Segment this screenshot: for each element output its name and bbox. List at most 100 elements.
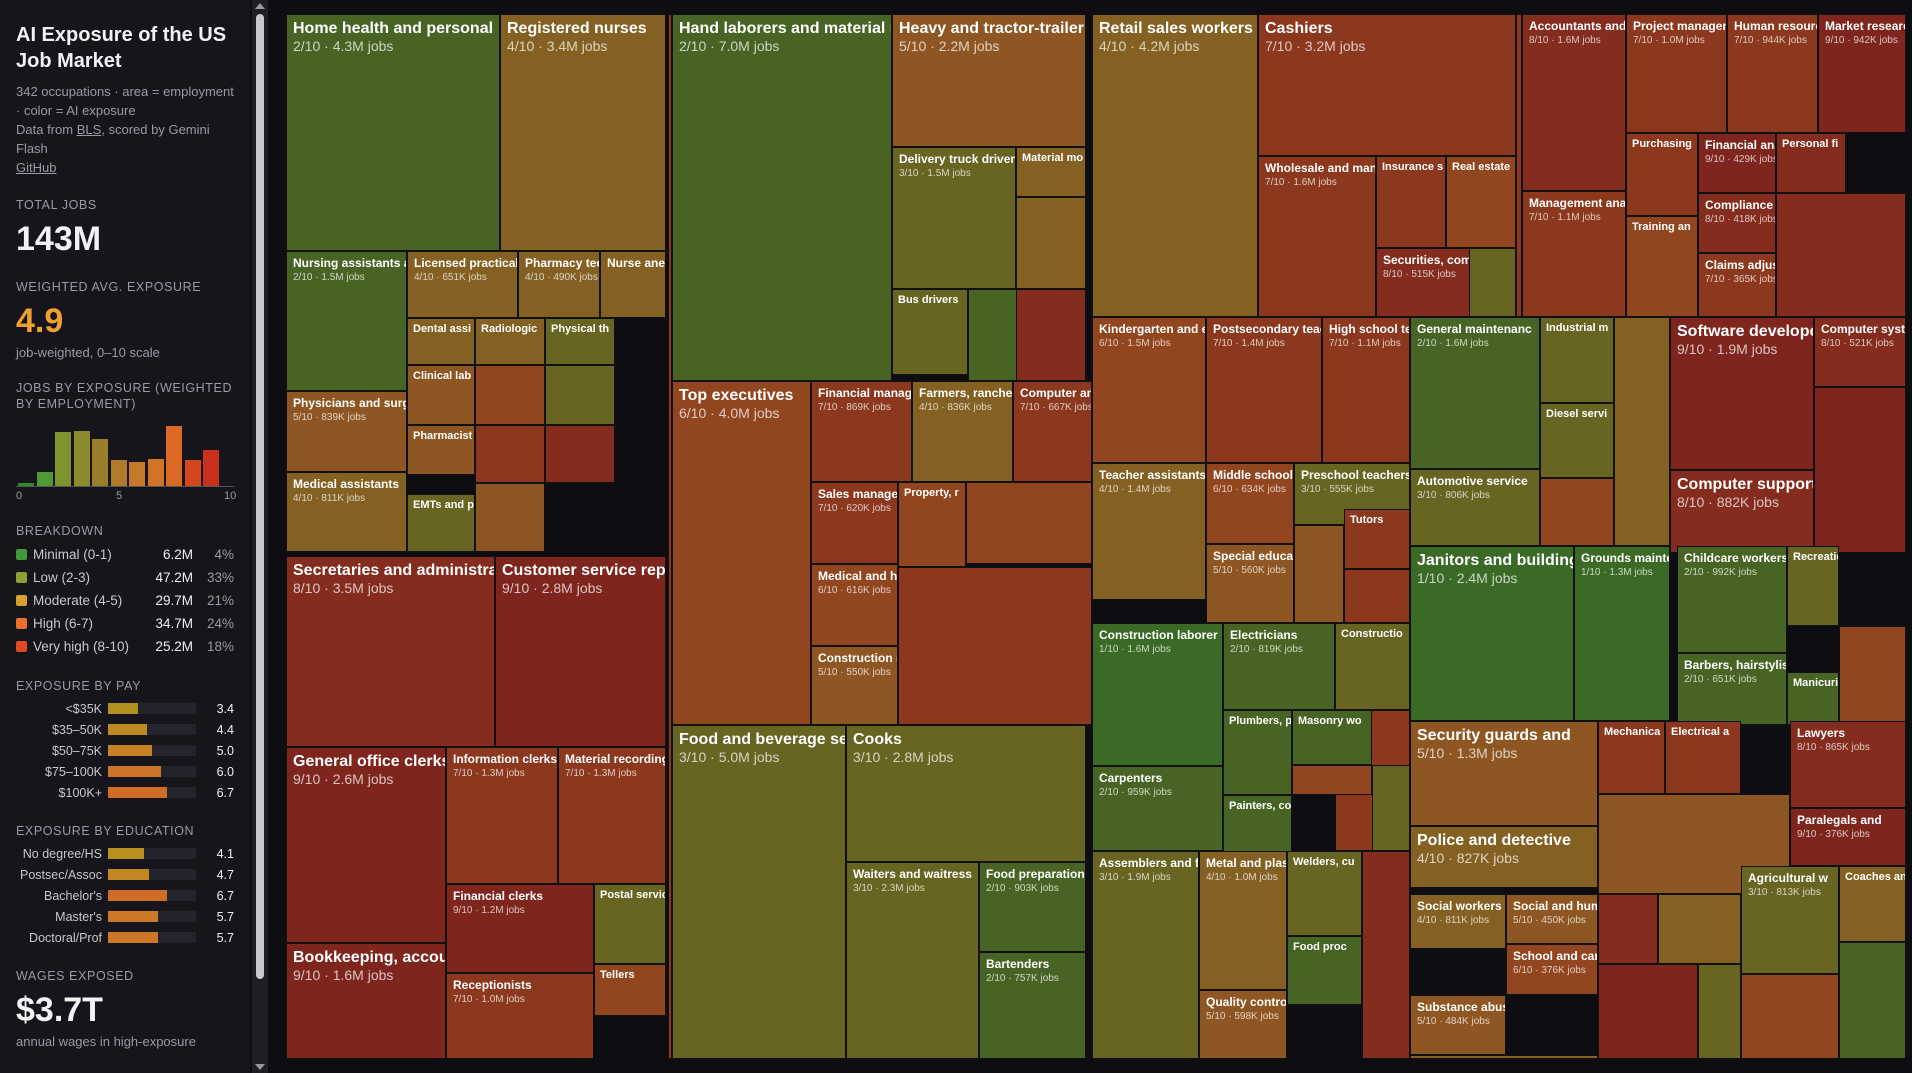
treemap-filler-cell[interactable] [1658, 894, 1741, 964]
treemap-filler-cell[interactable] [1362, 851, 1410, 1059]
treemap-tile[interactable]: General maintenanc 2/10 · 1.6M jobs [1410, 317, 1540, 469]
bls-link[interactable]: BLS [76, 122, 102, 137]
treemap-filler-cell[interactable] [1698, 964, 1741, 1059]
treemap-tile[interactable]: Computer syst 8/10 · 521K jobs [1814, 317, 1906, 387]
treemap-tile[interactable]: Waiters and waitress 3/10 · 2.3M jobs [846, 862, 979, 1059]
treemap-tile[interactable]: Home health and personal 2/10 · 4.3M jobs [286, 14, 500, 251]
treemap-tile[interactable]: Market research 9/10 · 942K jobs [1818, 14, 1906, 133]
treemap-filler-cell[interactable] [1814, 387, 1906, 553]
treemap-tile[interactable]: Recreation [1787, 546, 1839, 626]
treemap-tile[interactable]: Teacher assistants 4/10 · 1.4M jobs [1092, 463, 1206, 600]
treemap-tile[interactable]: Lawyers 8/10 · 865K jobs [1790, 721, 1906, 808]
treemap-filler-cell[interactable] [475, 425, 545, 483]
treemap-tile[interactable]: Compliance o 8/10 · 418K jobs [1698, 193, 1776, 253]
treemap-filler-cell[interactable] [475, 365, 545, 425]
treemap-filler-cell[interactable] [1294, 525, 1344, 623]
treemap-filler-cell[interactable] [1540, 478, 1614, 546]
treemap-tile[interactable]: Electricians 2/10 · 819K jobs [1223, 623, 1335, 710]
treemap-tile[interactable]: Hand laborers and material m 2/10 · 7.0M … [672, 14, 892, 381]
treemap-tile[interactable]: Purchasing [1626, 133, 1698, 216]
treemap-tile[interactable]: Project managem 7/10 · 1.0M jobs [1626, 14, 1727, 133]
treemap-filler-cell[interactable] [966, 482, 1092, 564]
treemap-filler-cell[interactable] [1372, 765, 1410, 851]
treemap-tile[interactable]: School and car 6/10 · 376K jobs [1506, 944, 1598, 995]
treemap-tile[interactable]: Industrial m [1540, 317, 1614, 403]
treemap-filler-cell[interactable] [1614, 317, 1670, 546]
treemap-filler-cell[interactable] [1598, 964, 1698, 1059]
treemap-tile[interactable]: Training an [1626, 216, 1698, 317]
treemap-tile[interactable]: Janitors and building 1/10 · 2.4M jobs [1410, 546, 1574, 721]
treemap-tile[interactable]: Cashiers 7/10 · 3.2M jobs [1258, 14, 1516, 156]
treemap-tile[interactable]: Agricultural w 3/10 · 813K jobs [1741, 866, 1839, 974]
treemap-tile[interactable]: Real estate [1446, 156, 1516, 248]
treemap-tile[interactable]: Customer service repr 9/10 · 2.8M jobs [495, 556, 666, 747]
treemap-tile[interactable]: Sales manager 7/10 · 620K jobs [811, 482, 898, 564]
treemap-tile[interactable]: Kindergarten and el 6/10 · 1.5M jobs [1092, 317, 1206, 463]
treemap-tile[interactable]: Metal and plas 4/10 · 1.0M jobs [1199, 851, 1287, 990]
treemap-filler-cell[interactable] [475, 483, 545, 552]
treemap-filler-cell[interactable] [1839, 626, 1906, 725]
treemap-tile[interactable]: Construction laborer 1/10 · 1.6M jobs [1092, 623, 1223, 766]
treemap-tile[interactable]: Physicians and surge 5/10 · 839K jobs [286, 391, 407, 472]
treemap-tile[interactable]: EMTs and p [407, 494, 475, 552]
treemap-tile[interactable]: Claims adjust 7/10 · 365K jobs [1698, 253, 1776, 317]
treemap-tile[interactable]: Registered nurses 4/10 · 3.4M jobs [500, 14, 666, 251]
treemap-tile[interactable]: Securities, comm 8/10 · 515K jobs [1376, 248, 1470, 317]
treemap-tile[interactable]: Food proc [1287, 936, 1362, 1005]
treemap-tile[interactable]: Tellers [594, 964, 666, 1016]
scroll-down-arrow-icon[interactable] [255, 1064, 265, 1070]
treemap-tile[interactable]: Security guards and 5/10 · 1.3M jobs [1410, 721, 1598, 826]
treemap-tile[interactable]: Middle school 6/10 · 634K jobs [1206, 463, 1294, 544]
treemap-tile[interactable]: Clinical lab [407, 365, 475, 425]
treemap-tile[interactable]: Tutors [1344, 509, 1410, 569]
treemap-tile[interactable]: Bus drivers [892, 289, 968, 375]
treemap-filler-cell[interactable] [1016, 289, 1086, 381]
treemap-tile[interactable]: Material mo [1016, 147, 1086, 197]
treemap-filler-cell[interactable] [1516, 14, 1522, 317]
treemap-tile[interactable]: Nurse ane [600, 251, 666, 318]
treemap-tile[interactable]: Heavy and tractor-trailer 5/10 · 2.2M job… [892, 14, 1086, 147]
treemap-filler-cell[interactable] [1410, 1055, 1598, 1059]
treemap-tile[interactable]: Social workers 4/10 · 811K jobs [1410, 894, 1506, 949]
treemap-tile[interactable]: Manicurist [1787, 672, 1839, 725]
github-link[interactable]: GitHub [16, 160, 57, 175]
treemap-filler-cell[interactable] [898, 567, 1092, 725]
treemap-tile[interactable]: Plumbers, p [1223, 710, 1292, 795]
treemap-tile[interactable]: Substance abus 5/10 · 484K jobs [1410, 995, 1506, 1055]
treemap-tile[interactable]: Pharmacy tech 4/10 · 490K jobs [518, 251, 600, 318]
treemap-tile[interactable]: Special educat 5/10 · 560K jobs [1206, 544, 1294, 623]
treemap-tile[interactable]: Financial clerks 9/10 · 1.2M jobs [446, 884, 594, 973]
treemap-tile[interactable]: Grounds mainte 1/10 · 1.3M jobs [1574, 546, 1670, 721]
treemap-tile[interactable]: Automotive service 3/10 · 806K jobs [1410, 469, 1540, 546]
treemap-tile[interactable]: Quality control 5/10 · 598K jobs [1199, 990, 1287, 1059]
treemap-tile[interactable]: Delivery truck driver 3/10 · 1.5M jobs [892, 147, 1016, 289]
treemap-tile[interactable]: Material recording 7/10 · 1.3M jobs [558, 747, 666, 884]
treemap-tile[interactable]: Welders, cu [1287, 851, 1362, 936]
treemap-filler-cell[interactable] [1016, 197, 1086, 289]
treemap-tile[interactable]: Wholesale and manu 7/10 · 1.6M jobs [1258, 156, 1376, 317]
treemap-tile[interactable]: Diesel servi [1540, 403, 1614, 478]
treemap-tile[interactable]: Insurance s [1376, 156, 1446, 248]
treemap-tile[interactable]: Software developers9/10 · 1.9M jobs [1670, 317, 1814, 470]
treemap-tile[interactable]: Secretaries and administra 8/10 · 3.5M jo… [286, 556, 495, 747]
treemap-filler-cell[interactable] [1839, 942, 1906, 1059]
treemap-tile[interactable]: Dental assi [407, 318, 475, 365]
treemap-tile[interactable]: Painters, co [1223, 795, 1292, 854]
treemap-tile[interactable]: Computer an 7/10 · 667K jobs [1013, 381, 1092, 482]
treemap-filler-cell[interactable] [1598, 894, 1658, 964]
treemap-tile[interactable]: Childcare workers 2/10 · 992K jobs [1677, 546, 1787, 653]
treemap-tile[interactable]: Masonry wo [1292, 710, 1372, 765]
treemap-tile[interactable]: Coaches and [1839, 866, 1906, 942]
treemap-filler-cell[interactable] [545, 425, 615, 483]
treemap-tile[interactable]: Medical and he 6/10 · 616K jobs [811, 564, 898, 646]
sidebar-scrollbar[interactable] [252, 0, 268, 1073]
treemap-tile[interactable]: Top executives 6/10 · 4.0M jobs [672, 381, 811, 725]
treemap-tile[interactable]: Postsecondary teach 7/10 · 1.4M jobs [1206, 317, 1322, 463]
treemap-tile[interactable]: Human resourc 7/10 · 944K jobs [1727, 14, 1818, 133]
treemap-tile[interactable]: Construction m 5/10 · 550K jobs [811, 646, 898, 725]
treemap-tile[interactable]: Physical th [545, 318, 615, 365]
treemap-tile[interactable]: Social and hum 5/10 · 450K jobs [1506, 894, 1598, 944]
treemap-tile[interactable]: Electrical a [1665, 721, 1741, 794]
treemap-tile[interactable]: Information clerks 7/10 · 1.3M jobs [446, 747, 558, 884]
treemap-tile[interactable]: Radiologic [475, 318, 545, 365]
